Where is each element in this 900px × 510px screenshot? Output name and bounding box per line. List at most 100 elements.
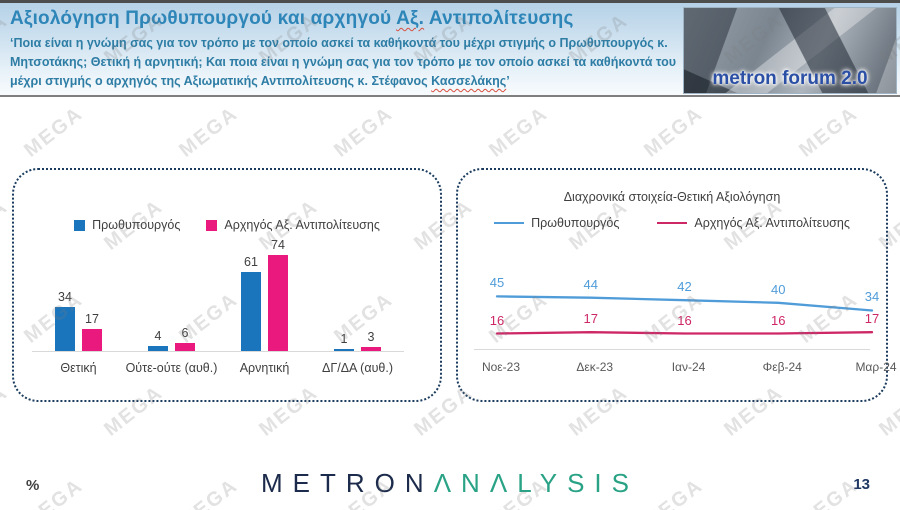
subtitle-line3: του μέχρι στιγμής ο αρχηγός της Αξιωματι… bbox=[10, 55, 677, 88]
legend-item: Πρωθυπουργός bbox=[494, 216, 619, 230]
line-point-label: 17 bbox=[864, 311, 880, 327]
bar-chart-category-axis: Θετική Ούτε-ούτε (αυθ.) Αρνητική ΔΓ/ΔΑ (αυθ… bbox=[32, 361, 404, 375]
bar-column: 34 bbox=[55, 290, 75, 351]
bar bbox=[55, 306, 75, 351]
trend-line-chart-panel: Διαχρονικά στοιχεία-Θετική Αξιολόγηση Πρ… bbox=[456, 168, 897, 402]
legend-line-swatch bbox=[657, 221, 688, 225]
bar-category-label: Αρνητική bbox=[239, 361, 290, 375]
line-chart-title: Διαχρονικά στοιχεία-Θετική Αξιολόγηση bbox=[563, 190, 781, 204]
x-tick-label: Νοε-23 bbox=[481, 360, 521, 374]
bar-column: 4 bbox=[148, 329, 168, 351]
watermark-text: MEGA bbox=[20, 102, 88, 162]
watermark-text: MEGA bbox=[175, 102, 243, 162]
title-text-underlined: Αξ. bbox=[396, 8, 425, 29]
watermark-text: MEGA bbox=[640, 474, 708, 510]
line-point-label: 16 bbox=[771, 312, 786, 328]
subtitle-close-quote: ’ bbox=[506, 74, 510, 88]
metron-forum-logo: metron forum 2.0 bbox=[712, 68, 868, 89]
bar bbox=[148, 345, 168, 351]
trend-line bbox=[495, 331, 874, 335]
title-text: Αξιολόγηση Πρωθυπουργού και αρχηγού bbox=[10, 8, 397, 29]
trend-line bbox=[495, 295, 874, 312]
watermark-text: MEGA bbox=[485, 102, 553, 162]
watermark-text: MEGA bbox=[795, 102, 863, 162]
bar-column: 3 bbox=[361, 330, 381, 351]
bar bbox=[175, 343, 195, 351]
percent-unit-label: % bbox=[26, 477, 40, 494]
header-banner: Αξιολόγηση Πρωθυπουργού και αρχηγού Αξ. … bbox=[0, 0, 900, 97]
line-point-label: 16 bbox=[489, 312, 505, 328]
bar bbox=[268, 254, 288, 351]
bar-column: 1 bbox=[334, 332, 354, 351]
metron-analysis-logo: METRONΛNΛLYSIS bbox=[261, 468, 639, 499]
bar-column: 61 bbox=[241, 255, 261, 351]
trend-lines-svg bbox=[495, 295, 874, 335]
bar-value-label: 1 bbox=[340, 332, 348, 346]
line-point-label: 17 bbox=[583, 311, 598, 327]
bar-chart-plot-area: 34 17 4 6 61 74 1 3 bbox=[32, 236, 404, 352]
bar-category-label: Θετική bbox=[60, 361, 97, 375]
line-point-label: 42 bbox=[677, 279, 692, 295]
title-text-post: Αντιπολίτευσης bbox=[424, 8, 574, 29]
bar-value-label: 17 bbox=[85, 311, 99, 326]
legend-label: Αρχηγός Αξ. Αντιπολίτευσης bbox=[694, 216, 850, 230]
bar-group: 34 17 bbox=[32, 236, 125, 351]
bar-chart-legend: Πρωθυπουργός Αρχηγός Αξ. Αντιπολίτευσης bbox=[14, 218, 440, 232]
subtitle-line2: Μητσοτάκης; Θετική ή αρνητική; Και ποια … bbox=[10, 55, 653, 69]
watermark-text: MEGA bbox=[0, 195, 13, 255]
line-point-label: 34 bbox=[864, 289, 880, 305]
line-point-label: 44 bbox=[583, 276, 598, 292]
bar bbox=[241, 271, 261, 351]
bar-category-label: ΔΓ/ΔΑ (αυθ.) bbox=[322, 361, 393, 375]
x-tick-label: Δεκ-23 bbox=[576, 360, 614, 374]
bar-value-label: 74 bbox=[271, 237, 285, 252]
watermark-text: MEGA bbox=[0, 381, 13, 441]
page-number: 13 bbox=[853, 476, 870, 493]
legend-item: Αρχηγός Αξ. Αντιπολίτευσης bbox=[657, 216, 850, 230]
watermark-text: MEGA bbox=[175, 474, 243, 510]
legend-item: Αρχηγός Αξ. Αντιπολίτευσης bbox=[206, 218, 380, 232]
survey-question-text: ‘Ποια είναι η γνώμη σας για τον τρόπο με… bbox=[10, 34, 678, 91]
metron-forum-photo: metron forum 2.0 bbox=[683, 7, 897, 94]
bar bbox=[334, 349, 354, 351]
x-tick-label: Ιαν-24 bbox=[671, 360, 706, 374]
page-title: Αξιολόγηση Πρωθυπουργού και αρχηγού Αξ. … bbox=[10, 8, 574, 30]
legend-swatch bbox=[206, 219, 218, 231]
bar-column: 74 bbox=[268, 238, 288, 351]
bar-value-label: 4 bbox=[154, 328, 162, 343]
logo-analysis: ΛNΛLYSIS bbox=[433, 468, 639, 498]
x-tick-label: Φεβ-24 bbox=[762, 360, 802, 374]
line-point-label: 16 bbox=[677, 312, 692, 328]
line-chart-plot-area: 45 44 42 40 34 16 17 16 16 17 bbox=[474, 270, 879, 350]
x-tick-label: Μαρ-24 bbox=[855, 360, 897, 374]
bar-value-label: 3 bbox=[367, 330, 375, 345]
bar-value-label: 61 bbox=[244, 254, 258, 269]
legend-label: Πρωθυπουργός bbox=[92, 218, 181, 232]
legend-swatch bbox=[74, 219, 86, 231]
legend-label: Πρωθυπουργός bbox=[531, 216, 620, 230]
legend-label: Αρχηγός Αξ. Αντιπολίτευσης bbox=[224, 218, 380, 232]
bar-value-label: 34 bbox=[58, 289, 72, 304]
line-point-label: 40 bbox=[771, 281, 786, 297]
bar-value-label: 6 bbox=[181, 326, 189, 341]
bar-column: 17 bbox=[82, 312, 102, 351]
line-chart-legend: Πρωθυπουργός Αρχηγός Αξ. Αντιπολίτευσης bbox=[458, 216, 886, 230]
bar bbox=[361, 347, 381, 351]
subtitle-line1: ‘Ποια είναι η γνώμη σας για τον τρόπο με… bbox=[10, 36, 668, 50]
evaluation-bar-chart-panel: Πρωθυπουργός Αρχηγός Αξ. Αντιπολίτευσης 3… bbox=[12, 168, 442, 402]
bar-category-label: Ούτε-ούτε (αυθ.) bbox=[125, 361, 218, 375]
legend-item: Πρωθυπουργός bbox=[74, 218, 180, 232]
subtitle-name-underlined: Κασσελάκης bbox=[431, 74, 507, 88]
bar-column: 6 bbox=[175, 326, 195, 351]
line-point-label: 45 bbox=[489, 275, 505, 291]
bar bbox=[82, 328, 102, 351]
watermark-text: MEGA bbox=[330, 102, 398, 162]
line-chart-x-axis: Νοε-23 Δεκ-23 Ιαν-24 Φεβ-24 Μαρ-24 bbox=[474, 360, 897, 376]
watermark-text: MEGA bbox=[640, 102, 708, 162]
bar-group: 61 74 bbox=[218, 236, 311, 351]
legend-line-swatch bbox=[494, 221, 525, 225]
logo-metron: METRON bbox=[261, 468, 434, 498]
